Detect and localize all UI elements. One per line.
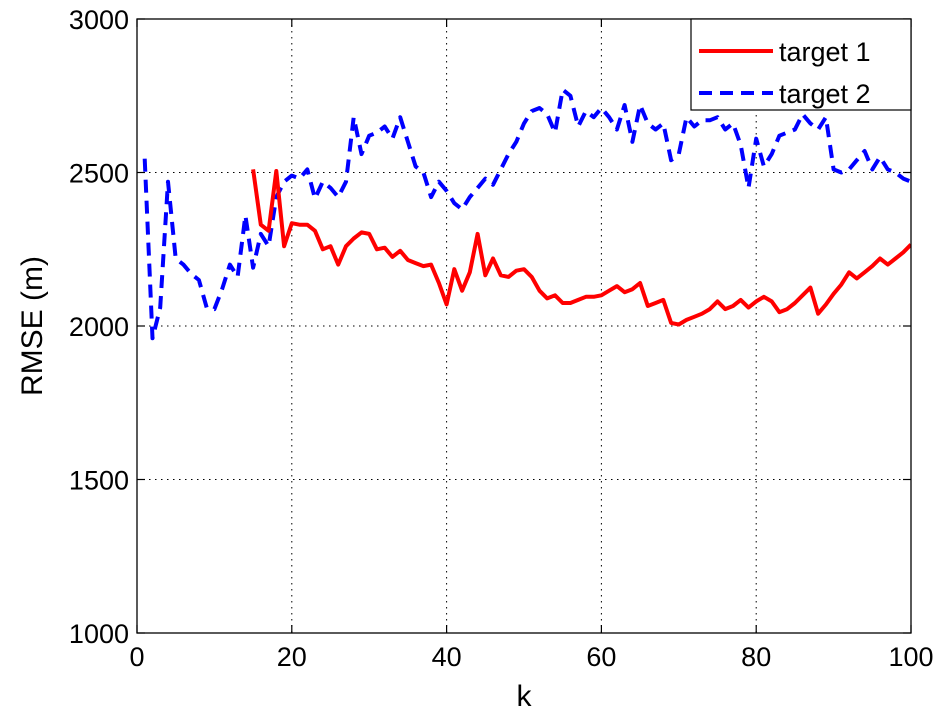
grid-lines xyxy=(137,19,911,633)
x-axis-label: k xyxy=(517,680,533,713)
tick-labels: 0 20 40 60 80 100 1000 1500 2000 2500 3000 xyxy=(69,5,934,672)
x-tick-label: 100 xyxy=(888,642,933,672)
series-layer xyxy=(142,87,911,341)
y-axis-label: RMSE (m) xyxy=(16,256,49,396)
series-line-target-2 xyxy=(142,87,911,341)
y-tick-label: 2000 xyxy=(69,312,129,342)
legend-label: target 1 xyxy=(779,37,871,67)
x-tick-label: 40 xyxy=(432,642,462,672)
legend-label: target 2 xyxy=(779,79,871,109)
x-tick-label: 0 xyxy=(129,642,144,672)
y-tick-label: 3000 xyxy=(69,5,129,35)
x-tick-label: 80 xyxy=(741,642,771,672)
y-tick-label: 2500 xyxy=(69,159,129,189)
y-tick-label: 1500 xyxy=(69,466,129,496)
y-tick-label: 1000 xyxy=(69,619,129,649)
x-tick-label: 20 xyxy=(277,642,307,672)
series-line-target-1 xyxy=(251,169,911,327)
x-tick-label: 60 xyxy=(586,642,616,672)
legend: target 1 target 2 xyxy=(690,18,912,111)
